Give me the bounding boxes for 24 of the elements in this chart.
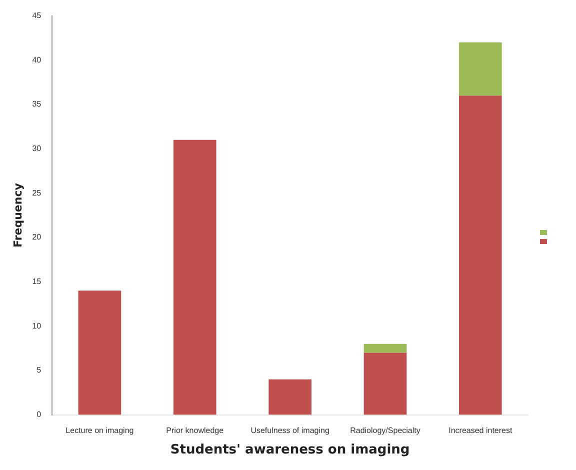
- y-tick-label: 45: [32, 11, 42, 20]
- y-tick-label: 5: [36, 366, 42, 375]
- bar: [364, 344, 407, 353]
- x-tick-label: Lecture on imaging: [66, 426, 134, 435]
- x-tick-label: Usefulness of imaging: [250, 426, 330, 435]
- bar: [458, 42, 502, 96]
- y-tick-label: 40: [32, 55, 42, 64]
- y-tick-label: 20: [32, 232, 42, 242]
- bar: [268, 379, 312, 415]
- x-axis-title: Students' awareness on imaging: [170, 442, 410, 458]
- bar: [458, 96, 502, 415]
- y-tick-label: 10: [32, 321, 42, 330]
- y-tick-label: 25: [32, 188, 42, 198]
- y-tick-label: 35: [32, 100, 42, 109]
- y-tick-label: 0: [36, 410, 42, 420]
- y-axis-title: Frequency: [11, 183, 24, 248]
- x-tick-label: Prior knowledge: [166, 426, 224, 435]
- y-tick-label: 15: [32, 277, 42, 286]
- x-tick-label: Increased interest: [448, 426, 513, 435]
- y-tick-label: 30: [32, 144, 42, 154]
- bar: [364, 352, 407, 415]
- bar: [173, 140, 216, 415]
- x-tick-label: Radiology/Specialty: [350, 426, 420, 435]
- bar: [78, 290, 122, 415]
